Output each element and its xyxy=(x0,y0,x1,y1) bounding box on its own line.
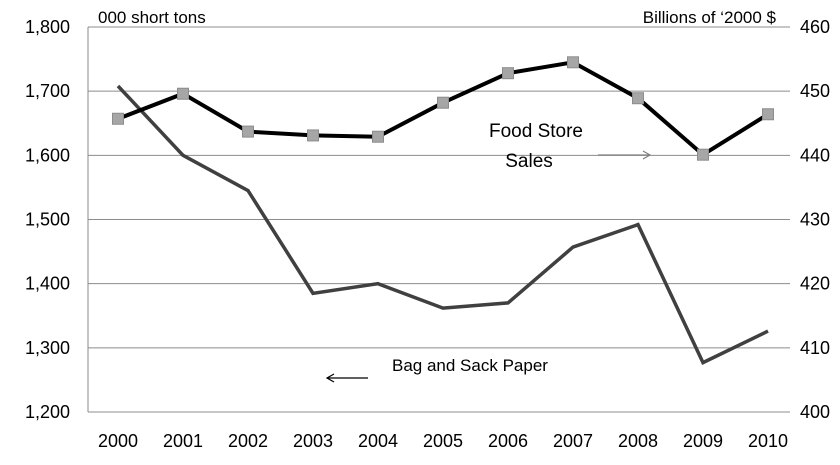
food-store-sales-point xyxy=(762,108,774,121)
x-tick-label: 2000 xyxy=(98,431,138,451)
right-tick-label: 410 xyxy=(800,338,830,358)
left-tick-label: 1,600 xyxy=(25,145,70,165)
left-tick-label: 1,400 xyxy=(25,274,70,294)
left-tick-label: 1,800 xyxy=(25,17,70,37)
bag-and-sack-paper-label: Bag and Sack Paper xyxy=(392,356,548,375)
left-tick-label: 1,300 xyxy=(25,338,70,358)
left-axis-ticks: 1,200 1,300 1,400 1,500 1,600 1,700 1,800 xyxy=(25,17,70,422)
bag-and-sack-paper-line xyxy=(116,84,769,365)
bag-and-sack-paper-arrowhead xyxy=(325,373,335,383)
gridlines xyxy=(88,26,790,413)
right-tick-label: 450 xyxy=(800,81,830,101)
x-tick-label: 2009 xyxy=(683,431,723,451)
right-axis-ticks: 400 410 420 430 440 450 460 xyxy=(800,17,830,422)
food-store-sales-point xyxy=(697,148,709,161)
food-store-sales-point xyxy=(502,67,514,80)
food-store-sales-label-line1: Food Store xyxy=(489,121,583,142)
x-tick-label: 2004 xyxy=(358,431,398,451)
series-layer xyxy=(112,56,774,365)
right-axis-unit-label: Billions of ‘2000 $ xyxy=(643,8,777,27)
right-tick-label: 400 xyxy=(800,402,830,422)
right-tick-label: 420 xyxy=(800,274,830,294)
x-tick-label: 2003 xyxy=(293,431,333,451)
food-store-sales-arrowhead xyxy=(642,150,652,160)
right-tick-label: 430 xyxy=(800,210,830,230)
x-tick-label: 2010 xyxy=(748,431,788,451)
food-store-sales-point xyxy=(437,96,449,109)
food-store-sales-point xyxy=(567,56,579,69)
x-tick-label: 2002 xyxy=(228,431,268,451)
left-tick-label: 1,200 xyxy=(25,402,70,422)
food-store-sales-point xyxy=(242,125,254,138)
x-axis-ticks: 2000 2001 2002 2003 2004 2005 2006 2007 2008 2009… xyxy=(98,431,788,451)
right-tick-label: 460 xyxy=(800,17,830,37)
x-tick-label: 2005 xyxy=(423,431,463,451)
food-store-sales-point xyxy=(372,130,384,143)
food-store-sales-point xyxy=(632,92,644,105)
x-tick-label: 2006 xyxy=(488,431,528,451)
food-store-sales-point xyxy=(307,129,319,142)
left-axis-unit-label: 000 short tons xyxy=(98,8,206,27)
x-tick-label: 2001 xyxy=(163,431,203,451)
food-store-sales-point xyxy=(112,112,124,125)
x-tick-label: 2008 xyxy=(618,431,658,451)
x-tick-label: 2007 xyxy=(553,431,593,451)
annotations: Food Store Sales Bag and Sack Paper xyxy=(325,121,652,383)
food-store-sales-point xyxy=(177,87,189,100)
food-store-sales-label-line2: Sales xyxy=(505,151,553,172)
right-tick-label: 440 xyxy=(800,145,830,165)
left-tick-label: 1,700 xyxy=(25,81,70,101)
left-tick-label: 1,500 xyxy=(25,210,70,230)
